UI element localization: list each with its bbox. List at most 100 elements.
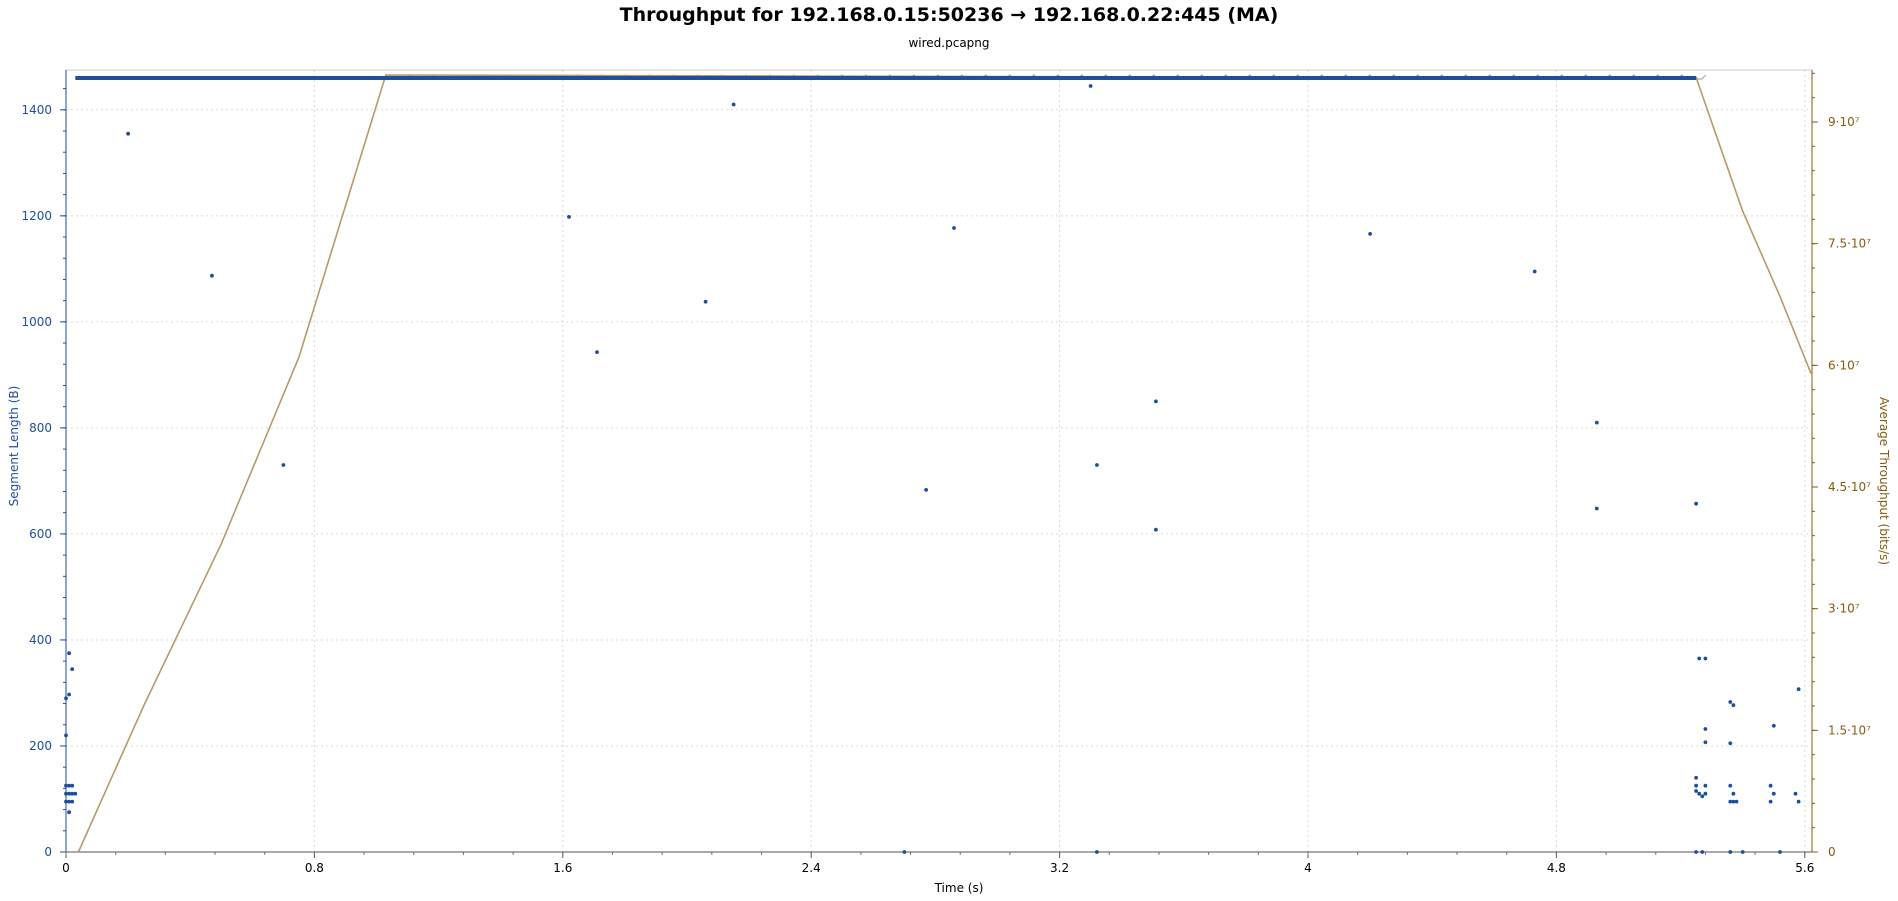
throughput-line <box>77 74 1812 853</box>
segment-point <box>1700 794 1705 799</box>
segment-point <box>1728 799 1733 804</box>
y-left-tick-label: 0 <box>44 845 52 859</box>
segment-point <box>1368 232 1372 236</box>
segment-point <box>1703 791 1708 796</box>
segment-point <box>703 299 708 304</box>
segment-point <box>64 733 68 738</box>
x-tick-label: 4 <box>1304 861 1312 875</box>
chart-subtitle: wired.pcapng <box>908 36 990 50</box>
segment-point <box>902 850 907 854</box>
segment-points <box>64 84 1801 854</box>
segment-point <box>67 783 71 788</box>
segment-point <box>1594 420 1599 425</box>
x-tick-label: 3.2 <box>1050 861 1069 875</box>
segment-point <box>67 799 71 804</box>
segment-point <box>1532 269 1537 274</box>
segment-point <box>126 131 130 136</box>
segment-point <box>1703 783 1708 788</box>
segment-point <box>70 799 75 804</box>
y-right-tick-label: 9·10⁷ <box>1828 115 1860 129</box>
y-left-tick-label: 600 <box>29 527 52 541</box>
segment-point <box>1694 501 1698 506</box>
segment-point <box>1594 506 1599 511</box>
y-right-tick-label: 6·10⁷ <box>1828 358 1860 372</box>
segment-point <box>1154 527 1158 532</box>
segment-point <box>1793 791 1798 796</box>
segment-point <box>567 215 571 219</box>
y-right-tick-label: 0 <box>1828 845 1836 859</box>
segment-point <box>1768 799 1773 804</box>
segment-point <box>70 667 75 671</box>
segment-point <box>1694 789 1698 793</box>
segment-point <box>1088 84 1093 88</box>
segment-point <box>1154 399 1158 404</box>
segment-point <box>595 350 599 354</box>
segment-point <box>1728 850 1733 854</box>
y-right-tick-label: 4.5·10⁷ <box>1828 480 1871 494</box>
throughput-series <box>77 74 1812 853</box>
segment-point <box>1095 850 1099 854</box>
y-left-tick-label: 800 <box>29 421 52 435</box>
y-left-tick-label: 1400 <box>21 103 52 117</box>
segment-point <box>67 810 71 815</box>
segment-point <box>1778 850 1782 854</box>
segment-point <box>281 463 286 467</box>
segment-point <box>1694 850 1698 854</box>
plot-frame <box>65 69 1813 853</box>
segment-point <box>67 791 71 796</box>
segment-point <box>1771 723 1776 728</box>
segment-point <box>64 696 68 701</box>
y-right-tick-label: 3·10⁷ <box>1828 602 1860 616</box>
segment-point <box>1734 799 1739 804</box>
y-left-tick-label: 200 <box>29 739 52 753</box>
segment-point <box>67 651 71 656</box>
segment-point <box>64 783 68 788</box>
x-tick-label: 5.6 <box>1795 861 1814 875</box>
x-tick-label: 0.8 <box>305 861 324 875</box>
segment-point <box>1703 740 1708 745</box>
axes <box>60 69 1818 858</box>
segment-point <box>1731 703 1736 708</box>
x-tick-label: 0 <box>62 861 70 875</box>
segment-point <box>1095 463 1099 467</box>
x-tick-label: 1.6 <box>553 861 572 875</box>
segment-point <box>1771 791 1776 796</box>
segment-point <box>1703 656 1708 661</box>
segment-point <box>1694 775 1698 780</box>
segment-point <box>1694 783 1698 788</box>
chart-title: Throughput for 192.168.0.15:50236 → 192.… <box>619 4 1279 26</box>
segment-point <box>1768 783 1773 788</box>
segment-point <box>731 102 736 107</box>
segment-point <box>1697 791 1702 796</box>
segment-point <box>952 226 956 230</box>
segment-point <box>67 692 71 697</box>
segment-point <box>73 791 78 796</box>
y-right-tick-label: 7.5·10⁷ <box>1828 237 1871 251</box>
segment-point <box>1700 850 1705 854</box>
segment-point <box>924 488 928 492</box>
y-left-tick-label: 1000 <box>21 315 52 329</box>
segment-point <box>1731 791 1736 796</box>
x-tick-label: 2.4 <box>802 861 821 875</box>
y-left-tick-label: 400 <box>29 633 52 647</box>
segment-point <box>64 791 68 796</box>
segment-point <box>1703 727 1708 731</box>
segment-point <box>1796 799 1801 804</box>
segment-point <box>1697 656 1702 661</box>
segment-point <box>1728 700 1733 704</box>
y-right-axis-title: Average Throughput (bits/s) <box>1877 397 1891 565</box>
segment-point <box>1796 687 1801 692</box>
segment-point <box>210 273 214 278</box>
segment-point <box>1731 799 1736 804</box>
segment-point <box>1728 741 1733 746</box>
y-left-axis-title: Segment Length (B) <box>7 386 21 507</box>
segment-point <box>64 799 68 804</box>
x-tick-label: 4.8 <box>1547 861 1566 875</box>
segment-point <box>1740 850 1745 854</box>
segment-point <box>70 791 75 796</box>
y-right-tick-label: 1.5·10⁷ <box>1828 723 1871 737</box>
x-axis-title: Time (s) <box>934 881 984 895</box>
grid-lines <box>65 70 1812 853</box>
axis-labels: 0 0.8 1.6 2.4 3.2 4 4.8 5.6 0 200 400 600 800 1000 120… <box>7 103 1891 895</box>
